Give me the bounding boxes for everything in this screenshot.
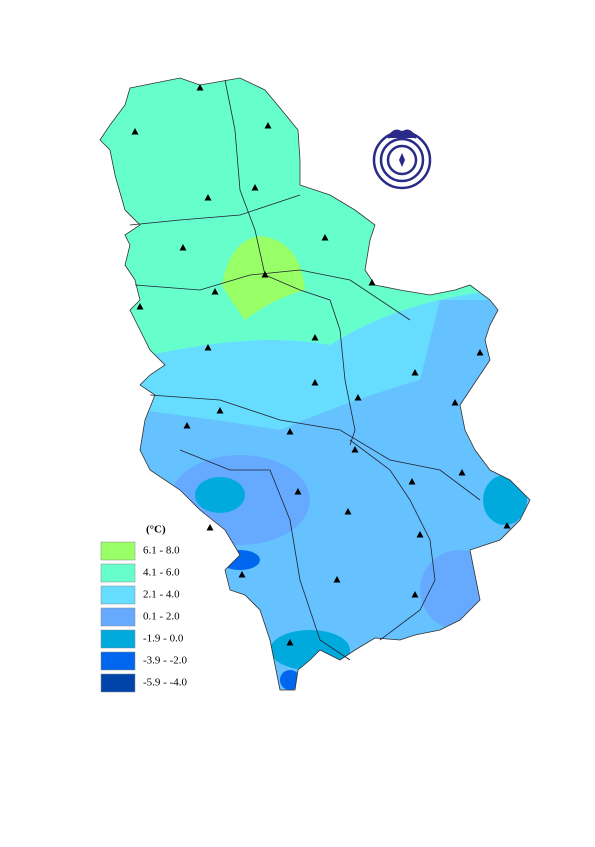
legend-swatch [100, 585, 136, 605]
legend-swatch [100, 607, 136, 627]
legend-swatch [100, 541, 136, 561]
station [136, 303, 144, 310]
legend-swatch [100, 651, 136, 671]
logo [372, 129, 432, 190]
station [196, 84, 204, 91]
station [211, 288, 219, 295]
station [351, 446, 359, 453]
station [503, 522, 511, 529]
station [286, 428, 294, 435]
legend-title: (°C) [146, 524, 166, 536]
temperature-zone [195, 477, 245, 513]
temperature-zone [483, 475, 527, 525]
temperature-zone [222, 236, 305, 320]
station [264, 122, 272, 129]
legend-swatch [100, 563, 136, 583]
legend-label: -3.9 - -2.0 [143, 655, 187, 667]
station [131, 128, 139, 135]
station [179, 244, 187, 251]
temperature-zone [270, 630, 350, 670]
station [216, 407, 224, 414]
station [344, 508, 352, 515]
station [251, 184, 259, 191]
temperature-zone [420, 550, 500, 630]
legend-label: 6.1 - 8.0 [143, 545, 180, 557]
legend-label: -1.9 - 0.0 [143, 633, 184, 645]
station [311, 334, 319, 341]
station [476, 349, 484, 356]
station [451, 399, 459, 406]
legend-label: 2.1 - 4.0 [143, 589, 180, 601]
station [411, 591, 419, 598]
station [238, 571, 246, 578]
station [261, 271, 269, 278]
legend-swatch [100, 673, 136, 693]
station [311, 379, 319, 386]
legend: (°C) 6.1 - 8.0 4.1 - 6.0 2.1 - 4.0 0.1 - 2.… [100, 524, 187, 693]
station [408, 478, 416, 485]
station [333, 576, 341, 583]
station [354, 394, 362, 401]
temperature-zone [220, 550, 260, 570]
station [204, 344, 212, 351]
station [321, 234, 329, 241]
legend-label: 4.1 - 6.0 [143, 567, 180, 579]
station [294, 488, 302, 495]
rivers [129, 79, 481, 661]
legend-label: 0.1 - 2.0 [143, 611, 180, 623]
station [206, 524, 214, 531]
station [368, 279, 376, 286]
station [286, 639, 294, 646]
station [416, 531, 424, 538]
legend-label: -5.9 - -4.0 [143, 677, 187, 689]
temperature-zone [280, 670, 300, 690]
station [204, 194, 212, 201]
station [458, 469, 466, 476]
station [183, 422, 191, 429]
legend-swatch [100, 629, 136, 649]
station [411, 369, 419, 376]
stations [131, 84, 511, 646]
